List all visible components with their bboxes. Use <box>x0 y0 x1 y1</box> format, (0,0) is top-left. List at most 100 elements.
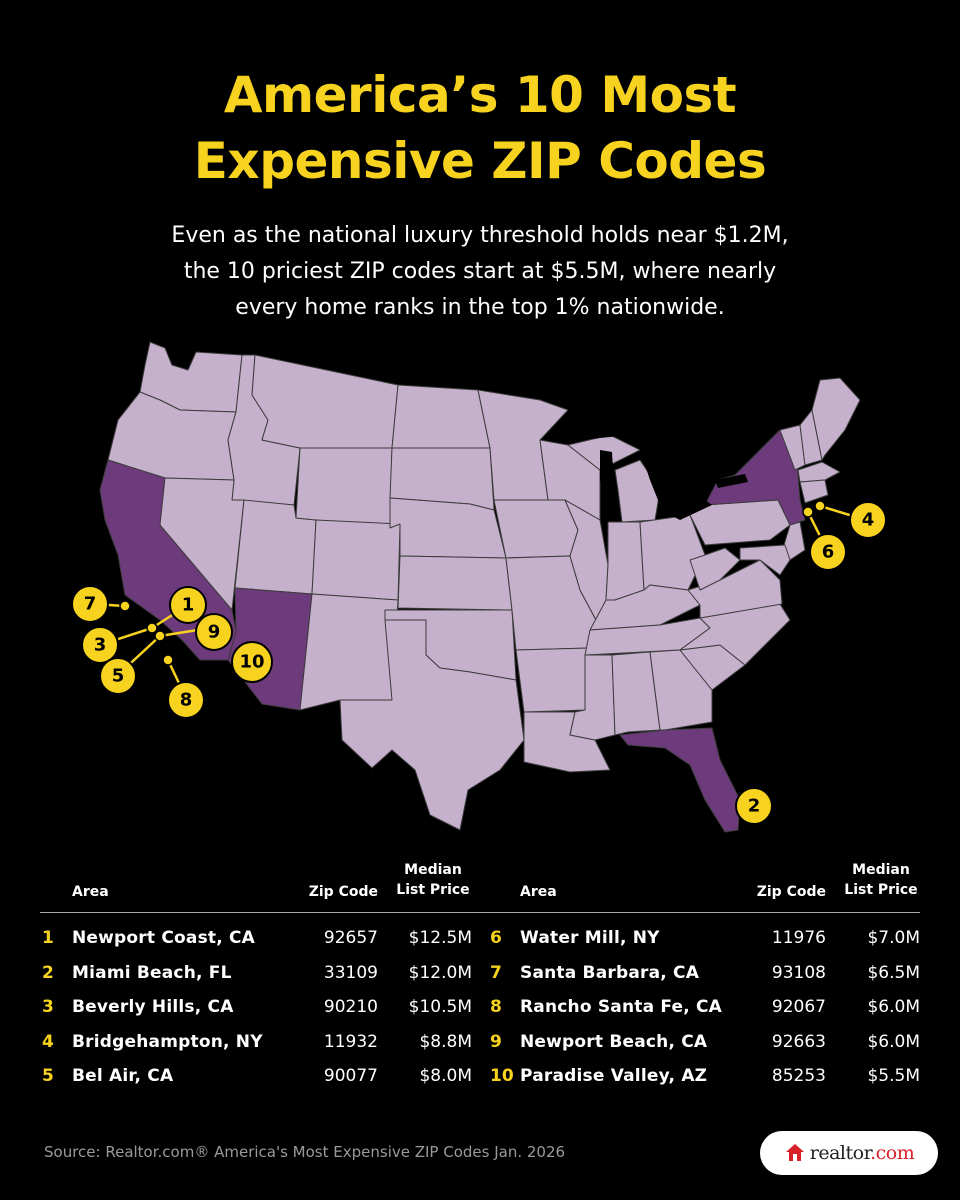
row-rank: 8 <box>490 997 502 1017</box>
table-rows-right: 6 Water Mill, NY 11976 $7.0M 7 Santa Bar… <box>488 922 920 1095</box>
lake-huron <box>640 450 670 505</box>
table-header-left: Area Zip Code Median List Price <box>40 860 472 912</box>
row-price: $7.0M <box>867 928 920 948</box>
row-zip: 92663 <box>771 1031 826 1052</box>
row-price: $6.0M <box>867 1031 920 1052</box>
svg-text:10: 10 <box>239 652 264 673</box>
marker-badge-1: 1 <box>169 586 207 624</box>
row-area: Newport Beach, CA <box>520 1031 708 1052</box>
header-price: Median List Price <box>394 860 472 900</box>
source-note: Source: Realtor.com® America's Most Expe… <box>44 1143 566 1161</box>
ranking-table-right: Area Zip Code Median List Price 6 Water … <box>488 860 920 1086</box>
row-zip: 33109 <box>323 962 378 983</box>
marker-badge-6: 6 <box>809 533 847 571</box>
state-new-jersey <box>783 521 806 561</box>
table-header-rule <box>40 912 920 913</box>
row-price: $10.5M <box>408 997 472 1017</box>
subtitle-line-2: the 10 priciest ZIP codes start at $5.5M… <box>183 259 777 284</box>
row-price: $8.0M <box>419 1066 472 1086</box>
row-zip: 11976 <box>771 928 826 948</box>
row-zip: 90210 <box>323 997 378 1017</box>
state-north-dakota <box>391 384 491 449</box>
row-rank: 9 <box>490 1031 502 1052</box>
row-rank: 2 <box>42 962 54 983</box>
state-florida <box>619 727 741 833</box>
row-rank: 6 <box>490 928 502 948</box>
row-price: $12.0M <box>408 962 472 983</box>
marker-badge-8: 8 <box>167 681 205 719</box>
state-new-mexico <box>299 593 399 711</box>
state-alabama <box>611 651 661 736</box>
state-iowa <box>493 499 579 559</box>
svg-text:2: 2 <box>748 796 761 817</box>
row-area: Water Mill, NY <box>520 928 660 948</box>
row-area: Rancho Santa Fe, CA <box>520 997 723 1017</box>
svg-text:5: 5 <box>112 666 125 687</box>
row-area: Santa Barbara, CA <box>520 962 700 983</box>
logo-text-suffix: .com <box>870 1142 915 1164</box>
row-zip: 92657 <box>323 928 378 948</box>
table-row: 3 Beverly Hills, CA 90210 $10.5M <box>40 991 472 1026</box>
marker-badge-9: 9 <box>195 613 233 651</box>
header-price-line-1: Median <box>852 862 910 878</box>
subtitle-line-1: Even as the national luxury threshold ho… <box>171 223 789 248</box>
header-zip: Zip Code <box>308 884 378 900</box>
page-title: America’s 10 Most Expensive ZIP Codes <box>0 62 960 194</box>
ranking-table-left: Area Zip Code Median List Price 1 Newpor… <box>40 860 472 1086</box>
row-zip: 93108 <box>771 962 826 983</box>
header-zip: Zip Code <box>756 884 826 900</box>
row-area: Miami Beach, FL <box>72 962 232 983</box>
row-price: $6.0M <box>867 997 920 1017</box>
row-price: $8.8M <box>419 1031 472 1052</box>
lake-ontario <box>715 474 748 488</box>
svg-text:6: 6 <box>822 542 835 563</box>
table-row: 7 Santa Barbara, CA 93108 $6.5M <box>488 957 920 992</box>
row-area: Bel Air, CA <box>72 1066 174 1086</box>
row-rank: 5 <box>42 1066 54 1086</box>
row-rank: 3 <box>42 997 54 1017</box>
header-price-line-2: List Price <box>844 882 918 898</box>
svg-text:3: 3 <box>94 635 107 656</box>
table-row: 10 Paradise Valley, AZ 85253 $5.5M <box>488 1060 920 1095</box>
logo-text-main: realtor <box>809 1142 871 1164</box>
svg-text:8: 8 <box>180 690 193 711</box>
row-area: Newport Coast, CA <box>72 928 256 948</box>
row-rank: 10 <box>490 1066 514 1086</box>
svg-text:1: 1 <box>182 595 195 616</box>
state-arkansas <box>515 647 591 713</box>
lake-superior <box>560 418 655 440</box>
state-virginia <box>687 559 783 619</box>
subtitle: Even as the national luxury threshold ho… <box>100 218 860 326</box>
row-area: Beverly Hills, CA <box>72 997 234 1017</box>
state-connecticut-ri <box>799 479 829 504</box>
logo-wordmark: realtor.com <box>809 1142 915 1164</box>
table-row: 9 Newport Beach, CA 92663 $6.0M <box>488 1026 920 1061</box>
us-map: 1 2 3 4 5 6 7 8 <box>71 341 887 833</box>
table-row: 2 Miami Beach, FL 33109 $12.0M <box>40 957 472 992</box>
row-rank: 1 <box>42 928 54 948</box>
subtitle-line-3: every home ranks in the top 1% nationwid… <box>235 295 725 320</box>
table-row: 4 Bridgehampton, NY 11932 $8.8M <box>40 1026 472 1061</box>
table-rows-left: 1 Newport Coast, CA 92657 $12.5M 2 Miami… <box>40 922 472 1095</box>
row-area: Bridgehampton, NY <box>72 1031 263 1052</box>
row-area: Paradise Valley, AZ <box>520 1066 708 1086</box>
lake-michigan <box>600 450 615 515</box>
lake-erie <box>665 500 712 520</box>
svg-text:7: 7 <box>84 594 97 615</box>
header-area: Area <box>72 884 109 900</box>
house-icon <box>785 1144 804 1161</box>
title-line-1: America’s 10 Most <box>223 66 737 124</box>
row-zip: 90077 <box>323 1066 378 1086</box>
row-price: $6.5M <box>867 962 920 983</box>
state-maryland-delaware <box>739 544 791 576</box>
marker-badge-2: 2 <box>735 787 773 825</box>
realtor-logo: realtor.com <box>760 1131 938 1175</box>
title-line-2: Expensive ZIP Codes <box>193 132 767 190</box>
header-price: Median List Price <box>842 860 920 900</box>
marker-badge-3: 3 <box>81 626 119 664</box>
marker-group: 1 2 3 4 5 6 7 8 <box>71 500 887 825</box>
row-zip: 11932 <box>323 1031 378 1052</box>
state-wyoming <box>295 447 393 529</box>
svg-text:4: 4 <box>862 510 875 531</box>
row-price: $12.5M <box>408 928 472 948</box>
